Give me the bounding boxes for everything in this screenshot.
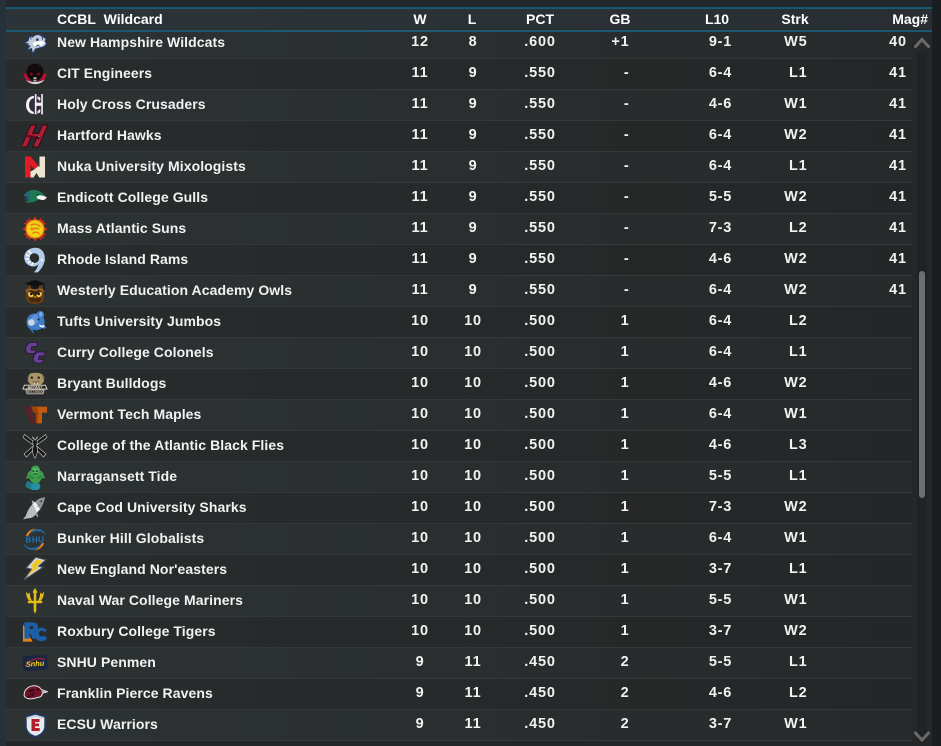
svg-text:Snhu: Snhu — [26, 659, 46, 669]
svg-text:BULLDOGS: BULLDOGS — [27, 390, 43, 394]
svg-text:BHU: BHU — [26, 535, 45, 544]
svg-text:BRYANT: BRYANT — [28, 385, 44, 389]
